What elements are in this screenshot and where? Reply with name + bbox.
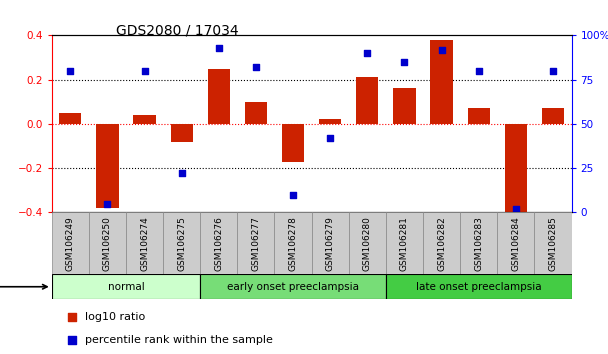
Text: late onset preeclampsia: late onset preeclampsia	[416, 282, 542, 292]
Bar	[356, 78, 378, 124]
FancyBboxPatch shape	[386, 212, 423, 274]
Point	[548, 68, 558, 74]
Text: GSM106249: GSM106249	[66, 216, 75, 271]
FancyBboxPatch shape	[126, 212, 163, 274]
Text: GSM106285: GSM106285	[548, 216, 558, 271]
Point	[288, 192, 298, 198]
Point	[251, 64, 261, 70]
Bar	[505, 124, 527, 217]
Text: GSM106280: GSM106280	[363, 216, 372, 271]
Point	[66, 68, 75, 74]
Text: GSM106283: GSM106283	[474, 216, 483, 271]
FancyBboxPatch shape	[460, 212, 497, 274]
Point	[325, 135, 335, 141]
Point	[177, 171, 187, 176]
FancyBboxPatch shape	[423, 212, 460, 274]
Text: GSM106279: GSM106279	[326, 216, 334, 271]
Text: percentile rank within the sample: percentile rank within the sample	[86, 335, 274, 346]
Bar	[133, 115, 156, 124]
FancyBboxPatch shape	[534, 212, 572, 274]
Bar	[96, 124, 119, 208]
Bar	[468, 108, 490, 124]
Bar	[207, 69, 230, 124]
FancyBboxPatch shape	[237, 212, 274, 274]
Point	[496, 23, 505, 29]
Text: GSM106275: GSM106275	[177, 216, 186, 271]
Text: GSM106277: GSM106277	[251, 216, 260, 271]
Text: GSM106284: GSM106284	[511, 216, 520, 271]
Point	[362, 50, 372, 56]
Point	[140, 68, 150, 74]
Point	[474, 68, 483, 74]
Text: GSM106278: GSM106278	[289, 216, 297, 271]
Bar	[245, 102, 267, 124]
Point	[103, 201, 112, 206]
FancyBboxPatch shape	[52, 274, 200, 299]
FancyBboxPatch shape	[311, 212, 349, 274]
FancyBboxPatch shape	[274, 212, 311, 274]
FancyBboxPatch shape	[52, 212, 89, 274]
Bar	[542, 108, 564, 124]
FancyBboxPatch shape	[200, 212, 237, 274]
Text: GSM106281: GSM106281	[400, 216, 409, 271]
Text: GSM106250: GSM106250	[103, 216, 112, 271]
Point	[511, 206, 520, 212]
Point	[437, 47, 446, 52]
Bar	[170, 124, 193, 142]
Text: normal: normal	[108, 282, 144, 292]
Bar	[393, 88, 415, 124]
FancyBboxPatch shape	[89, 212, 126, 274]
FancyBboxPatch shape	[200, 274, 386, 299]
Bar	[430, 40, 453, 124]
Bar	[282, 124, 304, 161]
Text: log10 ratio: log10 ratio	[86, 312, 146, 322]
FancyBboxPatch shape	[386, 274, 572, 299]
Text: GSM106274: GSM106274	[140, 216, 149, 271]
Bar	[59, 113, 81, 124]
Text: GSM106282: GSM106282	[437, 216, 446, 271]
Point	[496, 233, 505, 238]
FancyBboxPatch shape	[497, 212, 534, 274]
Bar	[319, 119, 341, 124]
Text: early onset preeclampsia: early onset preeclampsia	[227, 282, 359, 292]
Text: GSM106276: GSM106276	[214, 216, 223, 271]
FancyBboxPatch shape	[163, 212, 200, 274]
FancyBboxPatch shape	[349, 212, 386, 274]
Text: GDS2080 / 17034: GDS2080 / 17034	[116, 23, 238, 37]
Point	[399, 59, 409, 65]
Text: disease state: disease state	[0, 282, 47, 292]
Point	[214, 45, 224, 51]
